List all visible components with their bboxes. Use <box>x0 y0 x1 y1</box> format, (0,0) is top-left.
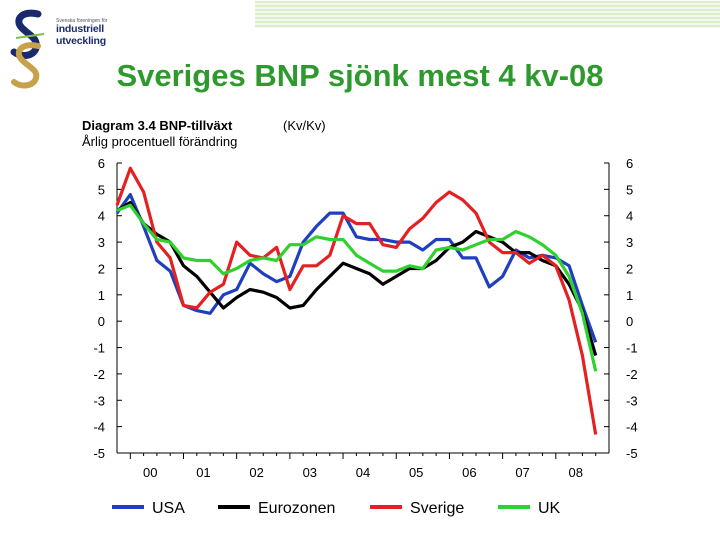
chart-axes: 6 65 54 43 32 21 10 0-1 -1-2 -2-3 -3-4 -4-5 -500 01 02… <box>93 156 637 480</box>
y-tick-label: 5 <box>98 182 105 197</box>
chart-annotation: (Kv/Kv) <box>283 118 326 133</box>
legend-label-uk: UK <box>538 500 561 517</box>
series-line-usa <box>115 193 598 343</box>
y-tick-label-right: -4 <box>626 420 638 435</box>
logo-small-text: Svenska föreningen för <box>56 18 108 24</box>
x-tick-label: 07 <box>515 465 529 480</box>
y-tick-label-right: 6 <box>626 156 633 171</box>
y-tick-label: -3 <box>93 393 105 408</box>
y-tick-label-right: 2 <box>626 261 633 276</box>
chart-series <box>115 166 598 435</box>
y-tick-label-right: 4 <box>626 209 633 224</box>
legend-label-eurozonen: Eurozonen <box>258 500 335 517</box>
x-tick-label: 04 <box>356 465 370 480</box>
chart-subtitle: Årlig procentuell förändring <box>82 134 237 149</box>
x-tick-label: 05 <box>409 465 423 480</box>
y-tick-label-right: 1 <box>626 288 633 303</box>
y-tick-label: 3 <box>98 235 105 250</box>
x-tick-label: 01 <box>196 465 210 480</box>
legend-label-sverige: Sverige <box>410 500 464 517</box>
y-tick-label: 4 <box>98 209 105 224</box>
logo-name: industriell utveckling <box>56 23 106 47</box>
y-tick-label: 1 <box>98 288 105 303</box>
y-tick-label-right: 3 <box>626 235 633 250</box>
series-line-uk <box>116 203 598 372</box>
x-tick-label: 06 <box>462 465 476 480</box>
y-tick-label: -1 <box>93 341 105 356</box>
x-tick-label: 03 <box>303 465 317 480</box>
decorative-stripes <box>255 1 720 28</box>
y-tick-label: -4 <box>93 420 105 435</box>
y-tick-label-right: 5 <box>626 182 633 197</box>
y-tick-label: 2 <box>98 261 105 276</box>
company-logo: Svenska föreningen för industriell utvec… <box>8 6 148 90</box>
y-tick-label-right: -5 <box>626 446 638 461</box>
slide-title: Sveriges BNP sjönk mest 4 kv-08 <box>116 58 604 93</box>
y-tick-label: -2 <box>93 367 105 382</box>
x-tick-label: 00 <box>143 465 157 480</box>
y-tick-label: 0 <box>98 314 105 329</box>
x-tick-label: 02 <box>249 465 263 480</box>
legend-label-usa: USA <box>152 500 185 517</box>
y-tick-label: 6 <box>98 156 105 171</box>
y-tick-label-right: -3 <box>626 393 638 408</box>
y-tick-label-right: 0 <box>626 314 633 329</box>
series-line-sverige <box>115 166 598 435</box>
logo-emblem-icon <box>10 9 45 89</box>
x-tick-label: 08 <box>569 465 583 480</box>
series-line-eurozonen <box>116 200 598 356</box>
y-tick-label: -5 <box>93 446 105 461</box>
chart-legend: USA Eurozonen Sverige UK <box>112 500 561 517</box>
y-tick-label-right: -1 <box>626 341 638 356</box>
y-tick-label-right: -2 <box>626 367 638 382</box>
chart-title: Diagram 3.4 BNP-tillväxt <box>82 118 233 133</box>
